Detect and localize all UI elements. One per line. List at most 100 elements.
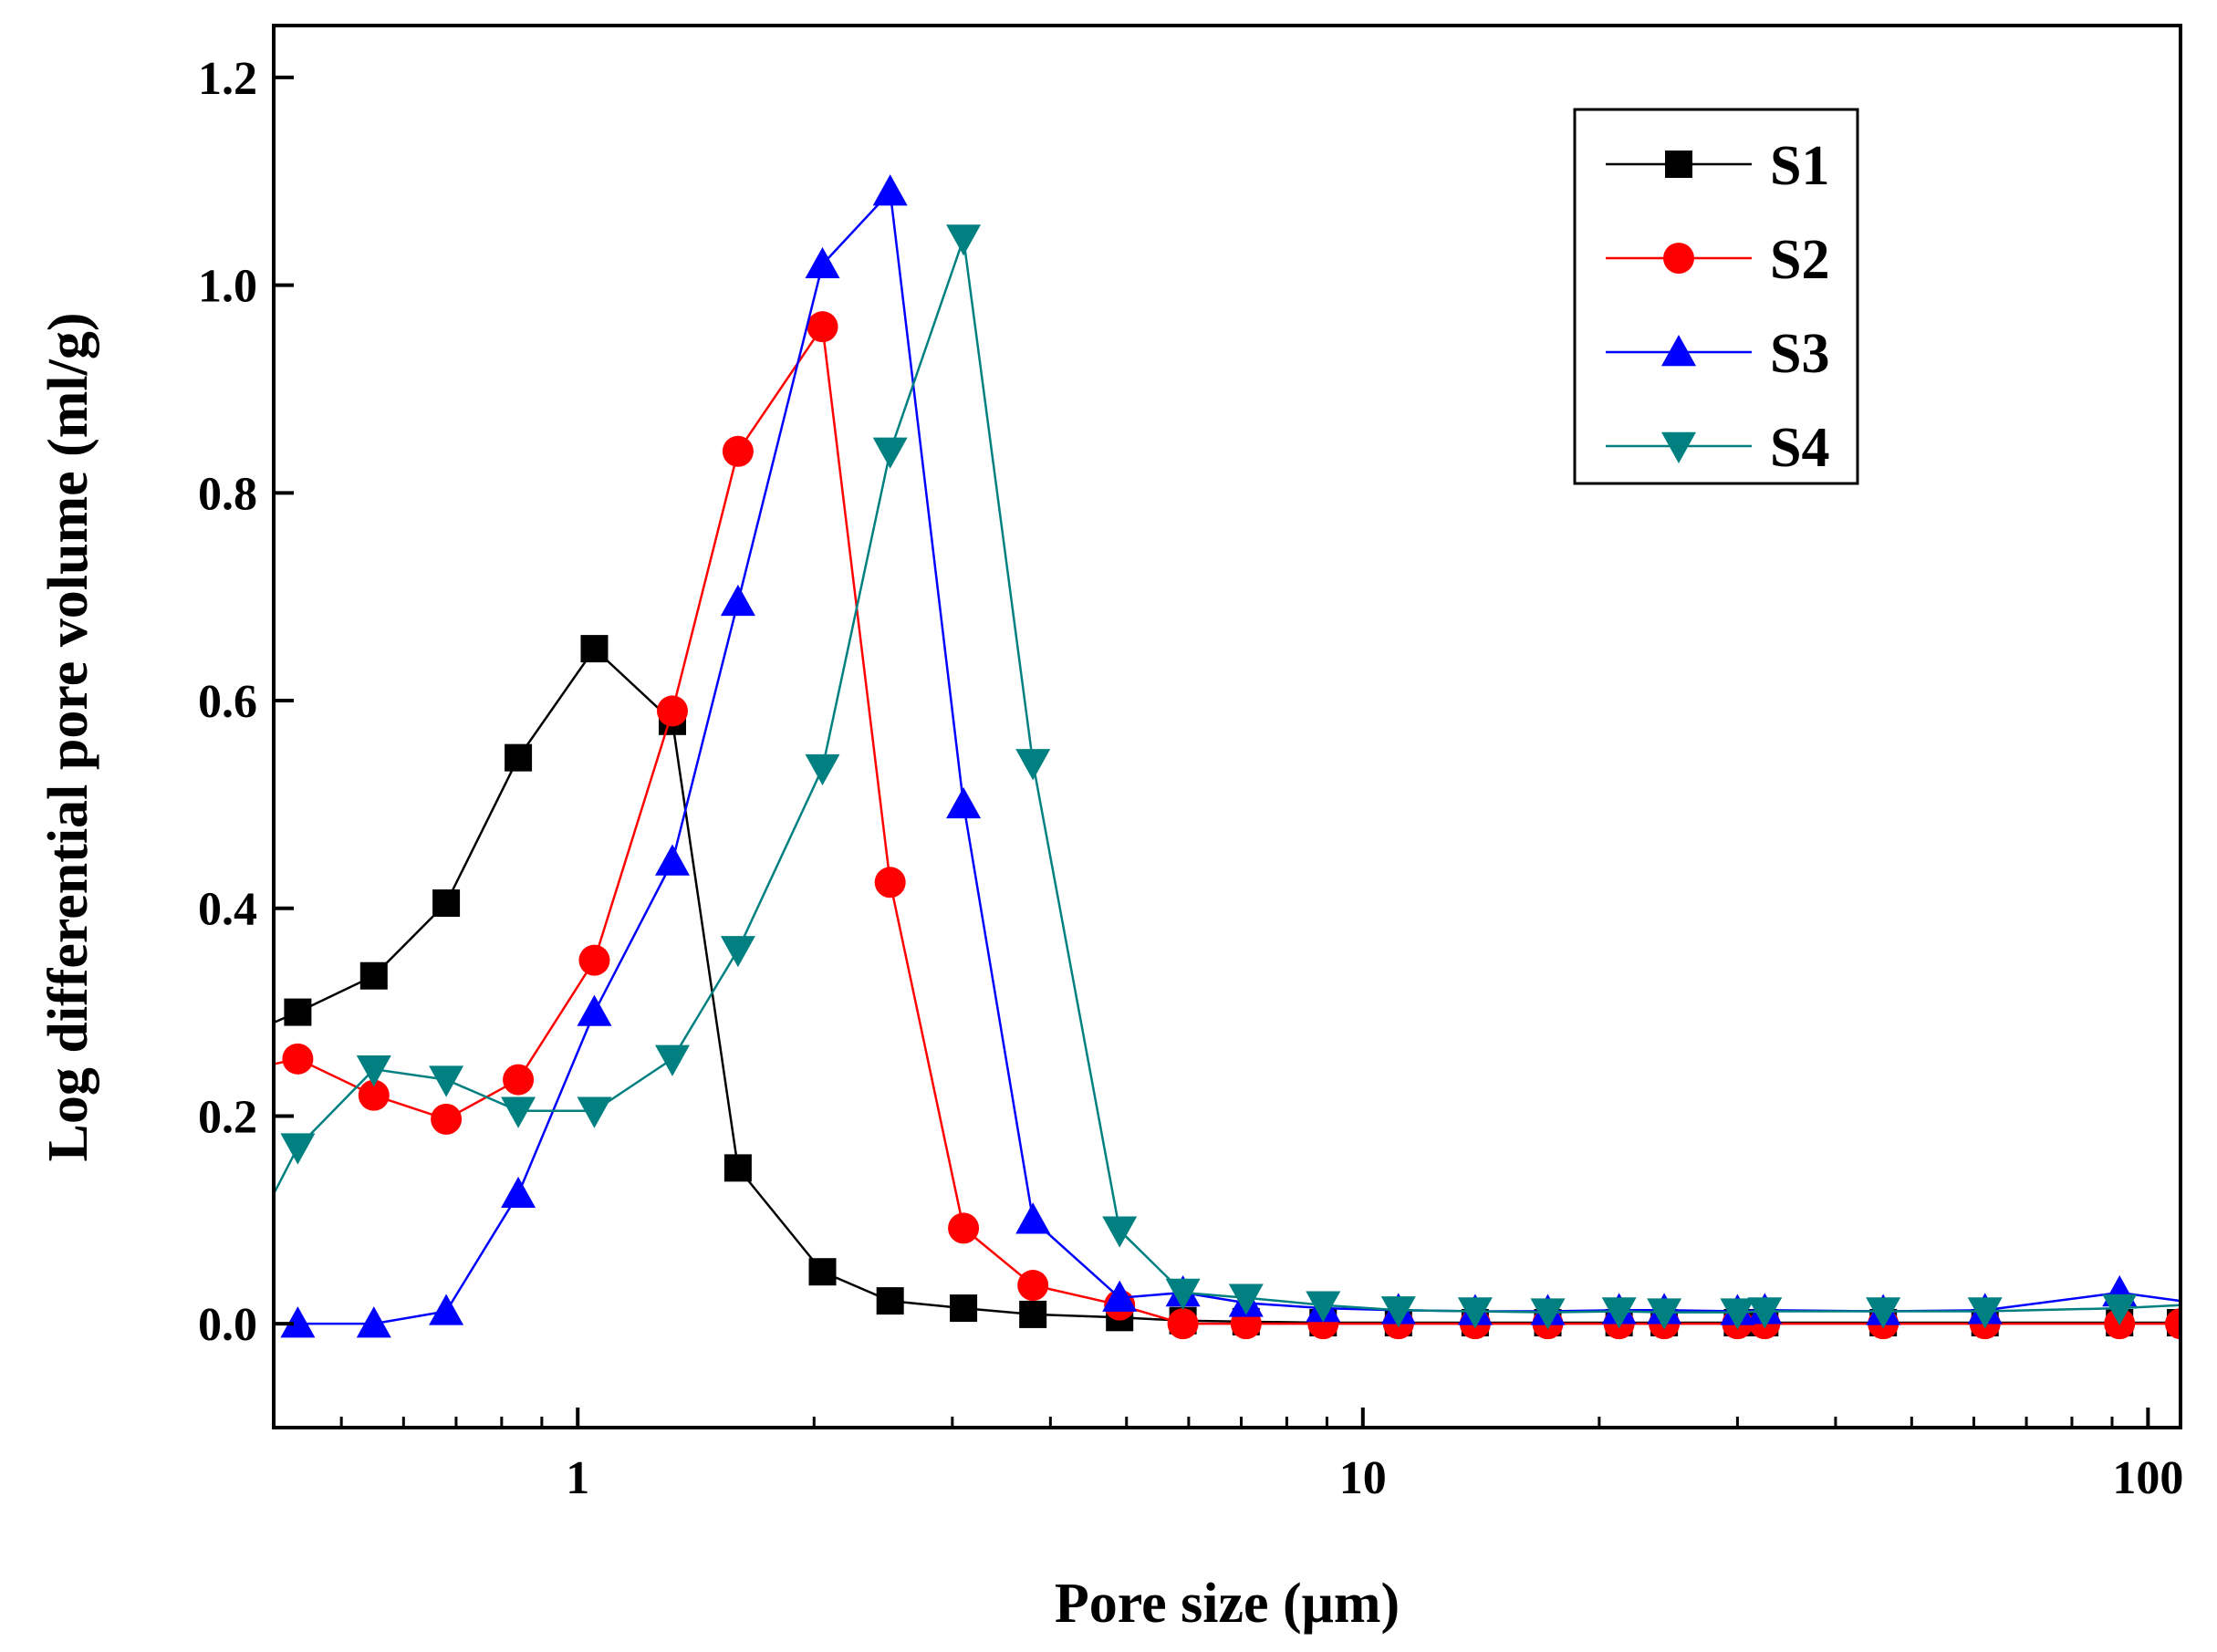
data-point-s3 <box>720 584 755 617</box>
legend-label: S3 <box>1770 323 1829 385</box>
data-point-s4 <box>1720 1298 1755 1330</box>
tick-labels: 0.0 0.2 0.4 0.6 0.8 1.0 1.2 1 10 100 <box>198 53 2183 1504</box>
data-point-s3 <box>946 786 982 819</box>
data-point-s1 <box>359 961 388 990</box>
axis-ticks <box>274 75 2150 1428</box>
y-tick-label: 0.0 <box>198 1299 257 1351</box>
data-point-s4 <box>356 1055 391 1087</box>
y-tick-label: 1.2 <box>198 53 257 105</box>
legend-label: S1 <box>1770 135 1829 197</box>
data-point-s2 <box>503 1064 535 1096</box>
data-point-s3 <box>577 994 612 1026</box>
series-layer <box>274 174 2181 1340</box>
data-point-s4 <box>946 224 982 256</box>
data-point-s1 <box>505 743 533 772</box>
data-point-s4 <box>501 1096 536 1128</box>
y-tick-label: 0.2 <box>198 1091 257 1143</box>
data-point-s4 <box>1102 1216 1138 1248</box>
legend-entry-s1: S1 <box>1606 135 1829 197</box>
legend-frame <box>1573 108 1859 485</box>
data-point-s4 <box>1866 1297 1901 1329</box>
series-line-s1 <box>274 647 2181 1325</box>
legend-entry-s2: S2 <box>1606 229 1829 291</box>
data-point-s4 <box>577 1096 612 1128</box>
legend-label: S4 <box>1770 417 1829 479</box>
data-point-s4 <box>1380 1296 1416 1328</box>
series-s3 <box>280 174 2181 1338</box>
data-point-s2 <box>1017 1270 1049 1302</box>
legend-entries: S1 S2 S3 S4 <box>1606 135 1829 479</box>
legend-marker <box>1661 335 1696 367</box>
data-point-s4 <box>872 437 908 469</box>
data-point-s1 <box>808 1258 837 1286</box>
legend-entry-s4: S4 <box>1606 417 1829 479</box>
series-s4 <box>274 224 2181 1330</box>
data-point-s3 <box>1102 1280 1138 1312</box>
plot-frame <box>272 24 2182 1429</box>
data-point-s2 <box>656 695 688 727</box>
data-point-s3 <box>280 1306 316 1338</box>
data-point-s4 <box>1015 749 1051 781</box>
data-point-s1 <box>876 1287 904 1315</box>
legend-marker <box>1665 151 1692 178</box>
y-tick-label: 0.8 <box>198 468 257 520</box>
legend-marker <box>1663 243 1694 274</box>
data-point-s4 <box>1647 1298 1682 1330</box>
data-point-s2 <box>948 1212 980 1244</box>
series-line-s4 <box>274 237 2181 1314</box>
series-line-s2 <box>274 323 2181 1325</box>
data-point-s2 <box>282 1043 314 1075</box>
data-point-s1 <box>432 889 461 918</box>
x-tick-label: 1 <box>566 1452 589 1504</box>
x-tick-label: 100 <box>2112 1452 2183 1504</box>
data-point-s4 <box>2102 1294 2138 1326</box>
legend-entry-s3: S3 <box>1606 323 1829 385</box>
data-point-s4 <box>1530 1298 1566 1330</box>
data-point-s4 <box>805 753 840 786</box>
data-point-s2 <box>722 435 754 467</box>
data-point-s1 <box>580 635 609 663</box>
data-point-s4 <box>1747 1297 1783 1329</box>
series-s2 <box>274 311 2181 1340</box>
data-point-s3 <box>805 246 840 279</box>
data-point-s2 <box>874 867 906 899</box>
data-point-s1 <box>723 1154 752 1182</box>
data-point-s3 <box>501 1176 536 1209</box>
data-point-s2 <box>358 1079 390 1111</box>
legend: S1 S2 S3 S4 <box>1573 108 1859 485</box>
data-point-s4 <box>1228 1283 1264 1315</box>
data-point-s4 <box>654 1044 690 1076</box>
y-tick-label: 1.0 <box>198 261 257 313</box>
data-point-s3 <box>356 1306 391 1338</box>
series-line-s3 <box>297 189 2181 1325</box>
data-point-s2 <box>431 1103 463 1135</box>
data-point-s4 <box>1306 1291 1341 1323</box>
data-point-s1 <box>1019 1300 1047 1328</box>
data-point-s4 <box>1165 1278 1201 1310</box>
data-point-s2 <box>578 944 610 976</box>
data-point-s4 <box>1601 1297 1637 1329</box>
data-point-s2 <box>1167 1308 1199 1340</box>
data-point-s2 <box>2165 1308 2181 1340</box>
data-point-s2 <box>807 311 838 343</box>
data-point-s1 <box>950 1294 978 1323</box>
x-axis-title: Pore size (μm) <box>1055 1573 1400 1635</box>
data-point-s4 <box>1457 1297 1493 1329</box>
legend-marker <box>1661 431 1696 463</box>
y-tick-label: 0.4 <box>198 884 257 936</box>
y-axis-title: Log differential pore volume (ml/g) <box>37 312 99 1161</box>
data-point-s3 <box>429 1294 464 1325</box>
series-s1 <box>274 635 2181 1337</box>
data-point-s4 <box>280 1133 316 1165</box>
data-point-s3 <box>872 174 908 206</box>
x-tick-label: 10 <box>1339 1452 1387 1504</box>
data-point-s4 <box>720 936 755 968</box>
y-tick-label: 0.6 <box>198 676 257 728</box>
data-point-s4 <box>429 1065 464 1097</box>
data-point-s1 <box>284 998 312 1026</box>
data-point-s3 <box>654 844 690 876</box>
legend-label: S2 <box>1770 229 1829 291</box>
data-point-s3 <box>1015 1202 1051 1234</box>
